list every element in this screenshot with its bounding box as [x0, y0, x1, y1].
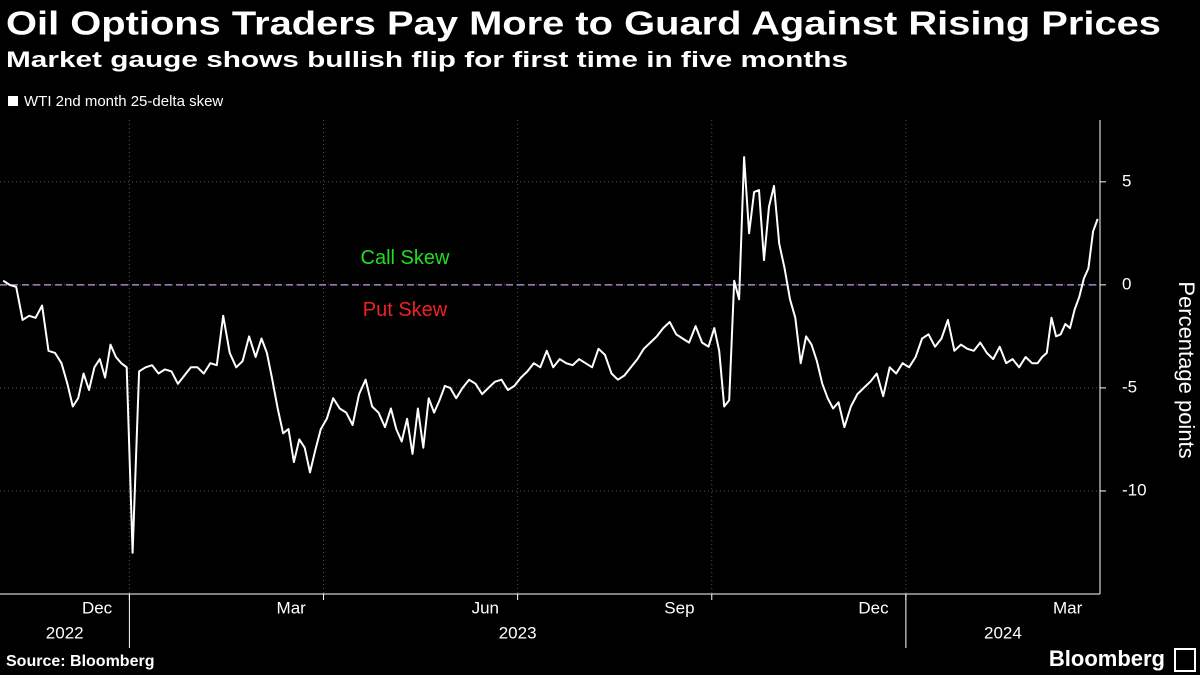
annotation: Call Skew [361, 247, 450, 269]
source: Source: Bloomberg [6, 653, 154, 670]
x-tick-label: Mar [1053, 598, 1083, 617]
brand: Bloomberg [1049, 646, 1165, 671]
series-line [2, 156, 1099, 554]
x-tick-label: Mar [277, 598, 307, 617]
x-tick-label: Jun [472, 598, 499, 617]
legend-swatch [8, 96, 18, 106]
y-tick-label: 5 [1122, 171, 1131, 190]
brand-icon [1174, 648, 1196, 672]
legend-label: WTI 2nd month 25-delta skew [24, 93, 223, 110]
x-year-label: 2022 [46, 623, 84, 642]
x-tick-label: Dec [82, 598, 113, 617]
annotation: Put Skew [363, 299, 448, 321]
chart-title: Oil Options Traders Pay More to Guard Ag… [6, 5, 1161, 42]
chart-subtitle: Market gauge shows bullish flip for firs… [6, 47, 848, 72]
x-year-label: 2023 [499, 623, 537, 642]
y-tick-label: -5 [1122, 377, 1137, 396]
y-tick-label: 0 [1122, 274, 1131, 293]
y-axis-label: Percentage points [1174, 281, 1199, 458]
y-tick-label: -10 [1122, 480, 1147, 499]
x-year-label: 2024 [984, 623, 1022, 642]
x-tick-label: Sep [664, 598, 694, 617]
x-tick-label: Dec [858, 598, 889, 617]
